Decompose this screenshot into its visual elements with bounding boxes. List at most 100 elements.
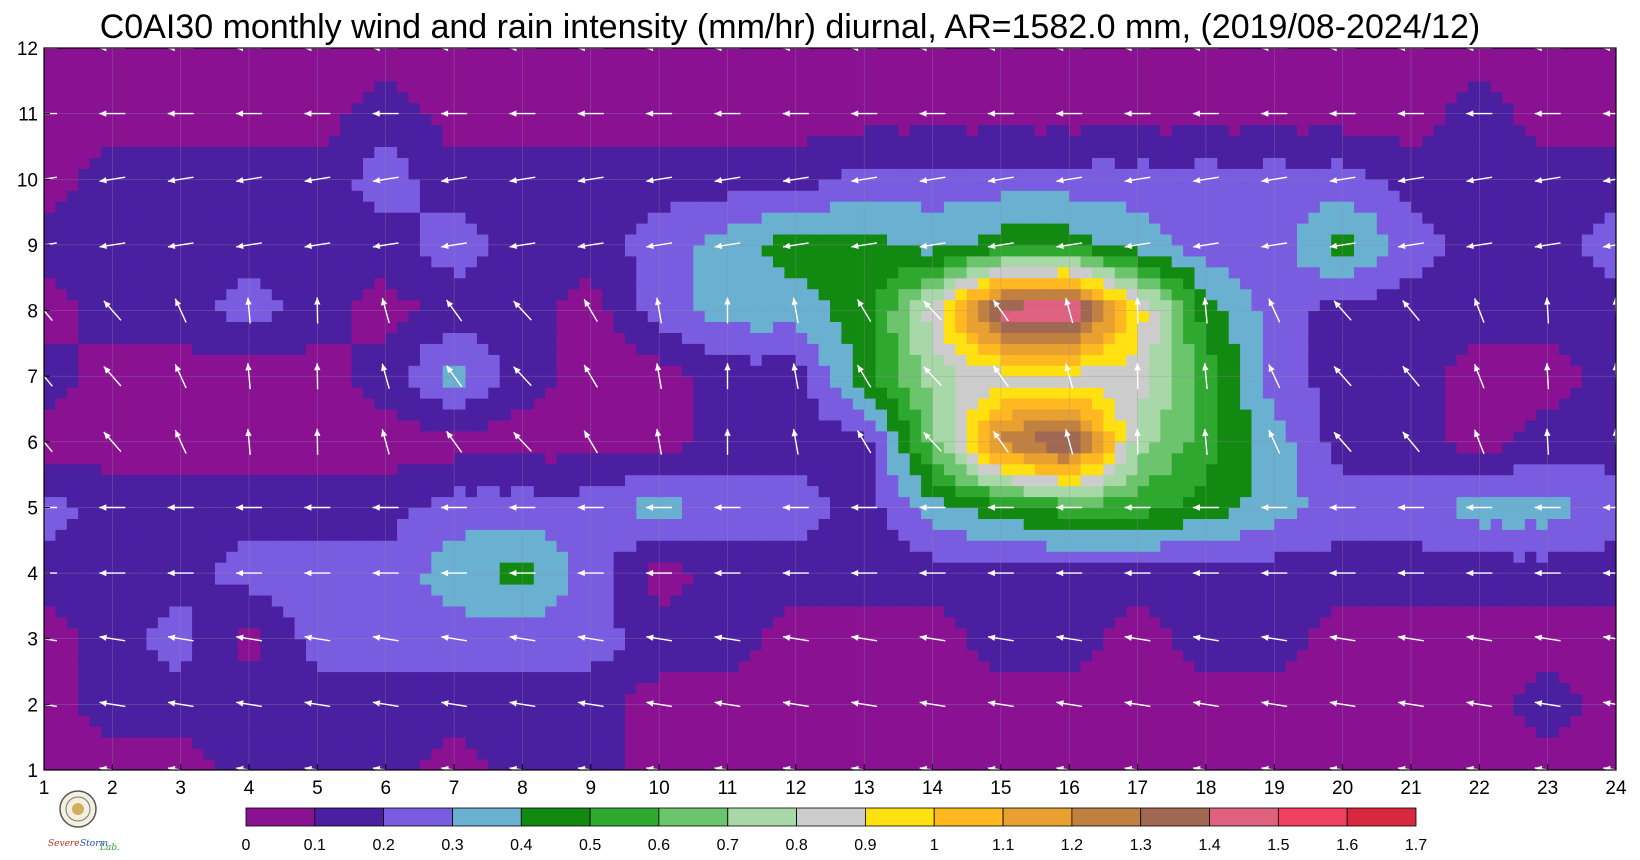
heat-cell (738, 660, 751, 673)
heat-cell (237, 168, 250, 180)
heat-cell (101, 693, 113, 705)
heat-cell (533, 332, 546, 344)
heat-cell (533, 573, 546, 585)
heat-cell (237, 441, 250, 454)
heat-cell (556, 69, 569, 82)
heat-cell (374, 190, 387, 202)
heat-cell (773, 212, 785, 224)
heat-cell (374, 91, 387, 104)
heat-cell (898, 529, 911, 541)
heat-cell (112, 190, 125, 202)
heat-cell (351, 627, 364, 640)
heat-cell (613, 113, 626, 126)
heat-cell (704, 190, 717, 202)
heat-cell (419, 529, 432, 541)
heat-cell (44, 398, 56, 410)
heat-cell (795, 660, 808, 673)
heat-cell (670, 584, 683, 596)
heat-cell (123, 387, 136, 399)
heat-cell (852, 91, 865, 104)
heat-cell (283, 343, 296, 355)
heat-cell (442, 343, 455, 355)
heat-cell (795, 365, 808, 377)
heat-cell (294, 277, 307, 290)
heat-cell (397, 212, 410, 224)
heat-cell (317, 419, 330, 432)
heat-cell (226, 91, 239, 104)
heat-cell (522, 343, 535, 355)
heat-cell (283, 299, 296, 312)
heat-cell (647, 135, 660, 147)
heat-cell (89, 354, 102, 366)
heat-cell (44, 277, 56, 290)
heat-cell (887, 255, 899, 268)
heat-cell (226, 616, 239, 629)
heat-cell (226, 299, 239, 312)
heat-cell (716, 124, 729, 137)
heat-cell (568, 244, 580, 257)
heat-cell (123, 627, 136, 640)
heat-cell (431, 80, 444, 93)
heat-cell (716, 529, 729, 541)
heat-cell (169, 58, 182, 71)
heat-cell (408, 179, 421, 191)
heat-cell (693, 398, 706, 410)
heat-cell (55, 398, 68, 410)
heat-cell (830, 168, 842, 180)
heat-cell (898, 573, 911, 585)
heat-cell (192, 715, 205, 727)
heat-cell (590, 726, 603, 738)
heat-cell (169, 507, 182, 519)
heat-cell (306, 288, 318, 301)
heat-cell (499, 58, 512, 71)
heat-cell (44, 387, 56, 399)
heat-cell (887, 605, 899, 618)
heat-cell (579, 124, 592, 137)
heat-cell (875, 288, 888, 301)
heat-cell (271, 562, 284, 574)
heat-cell (78, 474, 91, 487)
heat-cell (237, 518, 250, 530)
heat-cell (841, 693, 854, 705)
heat-cell (875, 255, 888, 268)
heat-cell (488, 157, 501, 169)
heat-cell (317, 704, 330, 716)
heat-cell (659, 704, 672, 716)
heat-cell (306, 277, 318, 290)
heat-cell (590, 398, 603, 410)
heat-cell (727, 179, 740, 191)
heat-cell (351, 387, 364, 399)
heat-cell (157, 496, 170, 508)
heat-cell (431, 726, 444, 738)
heat-cell (203, 584, 216, 596)
heat-cell (476, 409, 489, 421)
heat-cell (727, 310, 740, 322)
heat-cell (214, 496, 227, 508)
heat-cell (169, 452, 182, 465)
heat-cell (135, 496, 148, 508)
heat-cell (351, 179, 364, 191)
heat-cell (773, 507, 785, 519)
heat-cell (89, 48, 102, 60)
heat-cell (454, 529, 467, 541)
heat-cell (306, 649, 318, 662)
heat-cell (556, 616, 569, 629)
heat-cell (807, 201, 820, 213)
heat-cell (351, 748, 364, 760)
heat-cell (237, 201, 250, 213)
heat-cell (659, 660, 672, 673)
heat-cell (66, 627, 79, 640)
heat-cell (203, 102, 216, 115)
heat-cell (556, 201, 569, 213)
heat-cell (260, 69, 273, 82)
heat-cell (647, 91, 660, 104)
heat-cell (465, 266, 478, 279)
heat-cell (180, 244, 193, 257)
heat-cell (214, 409, 227, 421)
heat-cell (727, 288, 740, 301)
heat-cell (442, 759, 455, 770)
heat-cell (431, 299, 444, 312)
heat-cell (192, 179, 205, 191)
heat-cell (625, 419, 637, 432)
heat-cell (511, 507, 523, 519)
